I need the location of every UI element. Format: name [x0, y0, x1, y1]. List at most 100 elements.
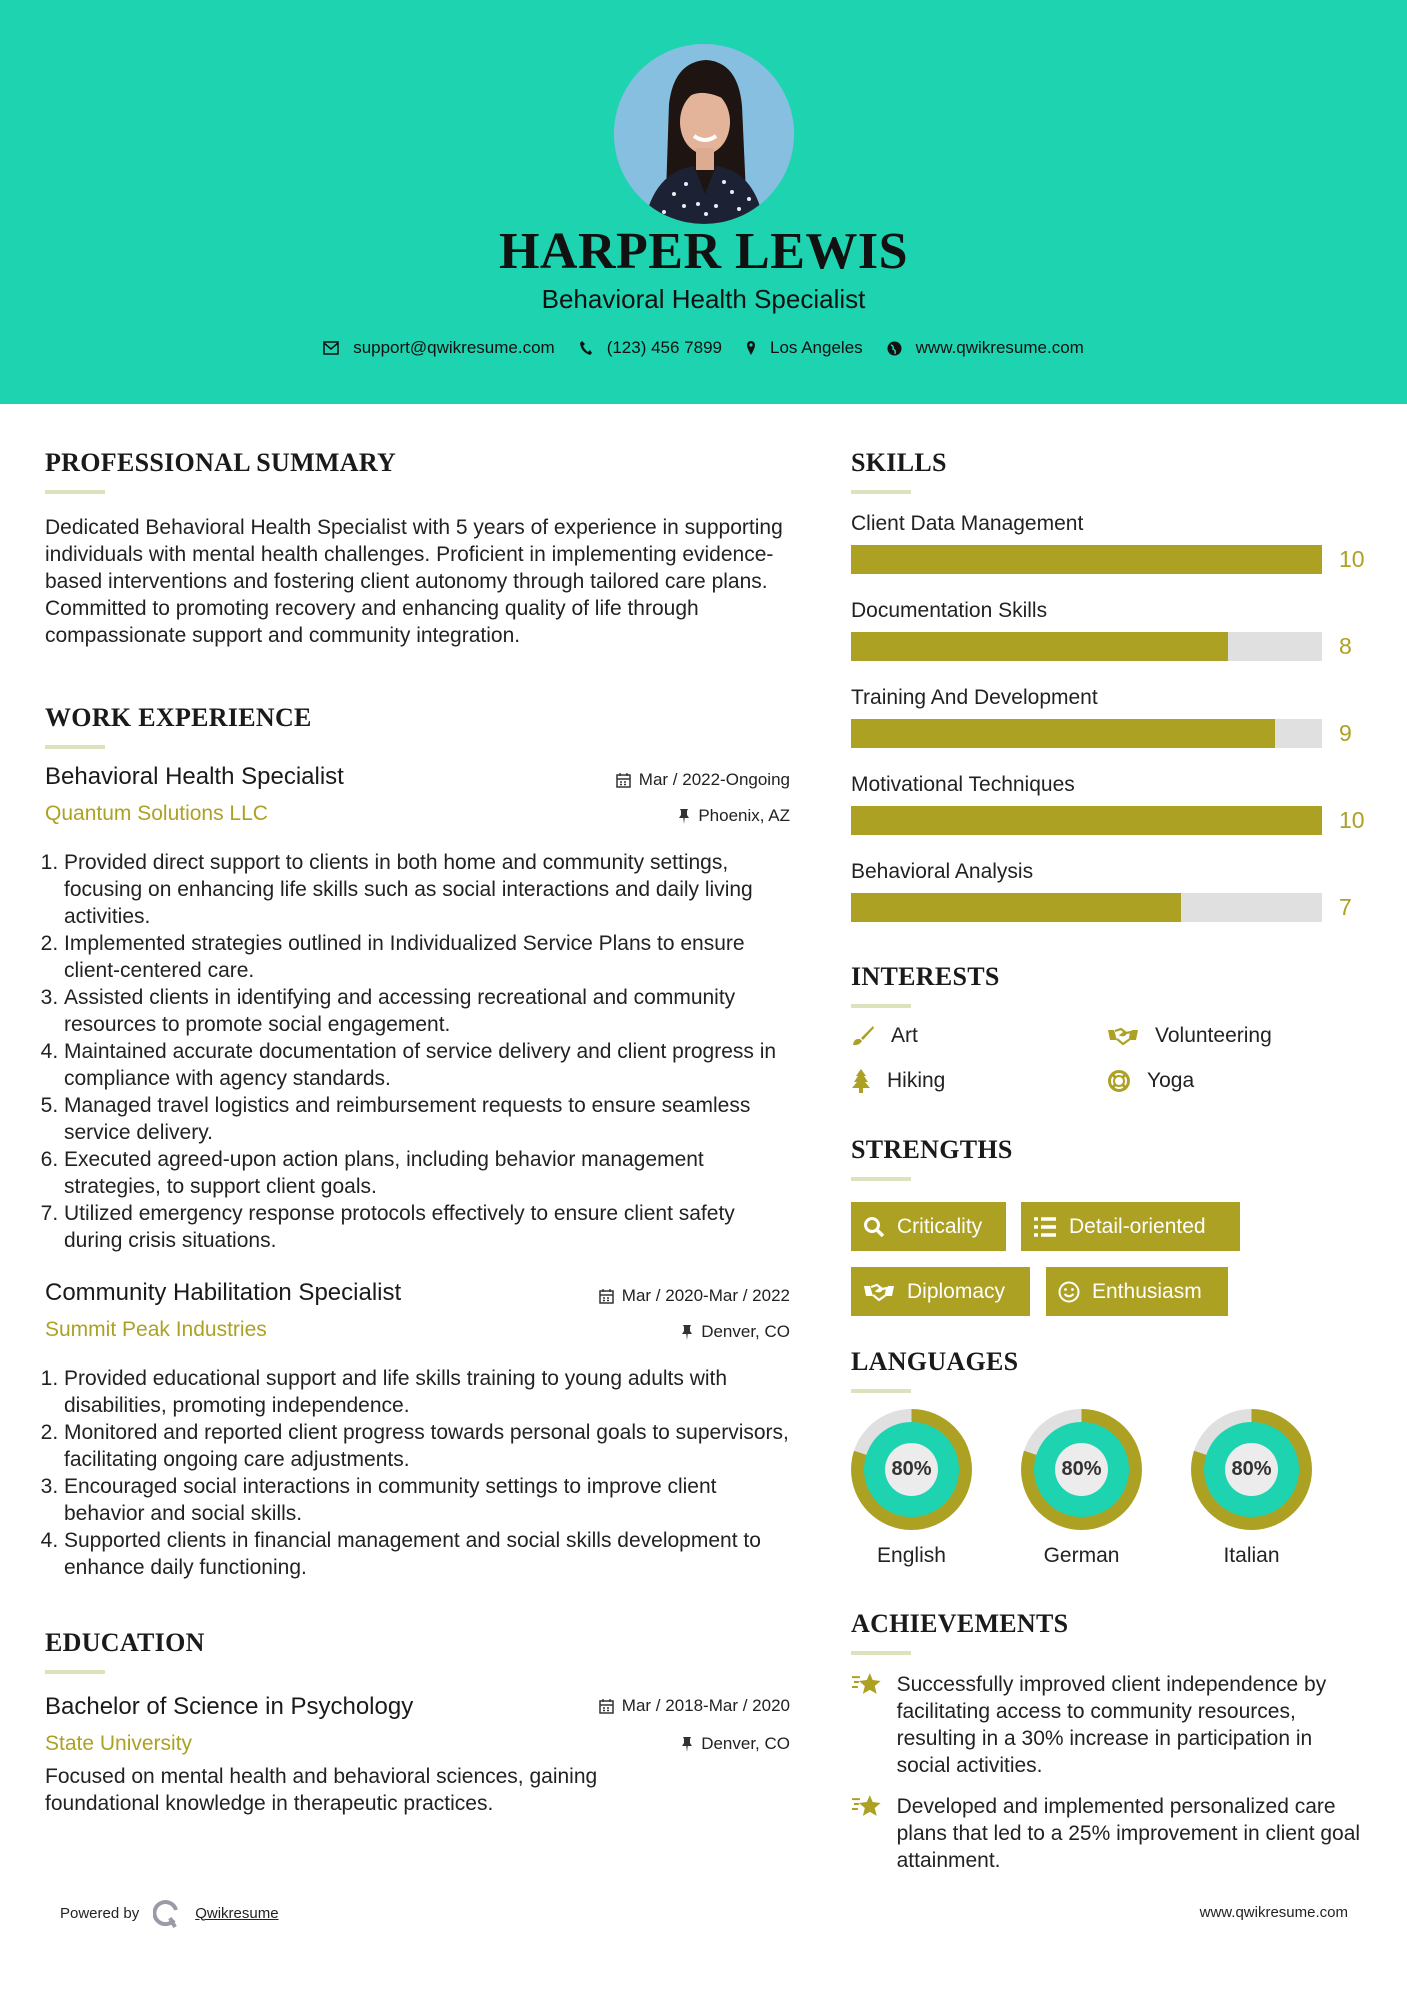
languages-section: LANGUAGES 80% English 80% German 80% Itali…: [851, 1347, 1371, 1587]
language-percent: 80%: [1055, 1443, 1108, 1496]
duty-item: Provided direct support to clients in bo…: [64, 849, 790, 930]
achievement-text: Developed and implemented personalized c…: [896, 1795, 1361, 1872]
contact-phone[interactable]: (123) 456 7899: [579, 338, 722, 358]
star-award-icon: [851, 1795, 881, 1816]
phone-icon: [579, 341, 592, 355]
company-name: Summit Peak Industries: [45, 1318, 267, 1341]
duty-item: Maintained accurate documentation of ser…: [64, 1038, 790, 1092]
interest-label: Hiking: [887, 1069, 946, 1092]
degree-title: Bachelor of Science in Psychology: [45, 1693, 414, 1720]
footer-powered-by: Powered by Qwikresume: [60, 1898, 279, 1928]
job-title: Behavioral Health Specialist: [45, 763, 344, 790]
handshake-icon: [864, 1283, 894, 1301]
location-text: Los Angeles: [770, 338, 863, 357]
job-entry: Community Habilitation Specialist Mar / …: [45, 1278, 790, 1581]
interest-item: Hiking: [851, 1069, 945, 1093]
skill-bar-fill: [851, 893, 1181, 922]
section-heading: SKILLS: [851, 448, 947, 477]
resume-header: HARPER LEWIS Behavioral Health Specialis…: [0, 0, 1407, 404]
heading-underline: [851, 1004, 911, 1008]
location-text: Denver, CO: [701, 1322, 790, 1341]
location-text: Phoenix, AZ: [698, 806, 790, 825]
calendar-icon: [599, 1698, 614, 1714]
job-duties: Provided educational support and life sk…: [45, 1365, 790, 1581]
phone-text: (123) 456 7899: [606, 338, 723, 357]
language-name: Italian: [1223, 1544, 1280, 1567]
job-location: Phoenix, AZ: [678, 806, 790, 826]
skill-label: Client Data Management: [851, 512, 1084, 535]
paintbrush-icon: [853, 1026, 874, 1046]
strengths-section: STRENGTHS Criticality Detail-oriented Di…: [851, 1135, 1371, 1325]
summary-section: PROFESSIONAL SUMMARY Dedicated Behaviora…: [45, 448, 795, 649]
map-pin-icon: [747, 341, 756, 355]
duty-item: Monitored and reported client progress t…: [64, 1419, 790, 1473]
heading-underline: [851, 1651, 911, 1655]
section-heading: WORK EXPERIENCE: [45, 703, 312, 732]
strength-chip: Diplomacy: [851, 1267, 1030, 1316]
language-name: German: [1043, 1544, 1120, 1567]
section-heading: STRENGTHS: [851, 1135, 1013, 1164]
list-icon: [1034, 1216, 1056, 1237]
interest-label: Volunteering: [1155, 1024, 1272, 1047]
summary-text: Dedicated Behavioral Health Specialist w…: [45, 516, 783, 647]
section-heading: LANGUAGES: [851, 1347, 1019, 1376]
language-percent: 80%: [1225, 1443, 1278, 1496]
company-name: Quantum Solutions LLC: [45, 802, 268, 825]
skill-bar-fill: [851, 806, 1322, 835]
interest-item: Volunteering: [1107, 1024, 1272, 1048]
job-entry: Behavioral Health Specialist Mar / 2022-…: [45, 762, 790, 1254]
duty-item: Utilized emergency response protocols ef…: [64, 1200, 790, 1254]
skill-bar: [851, 545, 1322, 574]
education-location: Denver, CO: [681, 1734, 790, 1754]
education-section: EDUCATION Bachelor of Science in Psychol…: [45, 1628, 790, 1817]
contact-location: Los Angeles: [746, 338, 863, 358]
skill-level: 10: [1339, 807, 1365, 833]
strength-chip: Detail-oriented: [1021, 1202, 1240, 1251]
education-description: Focused on mental health and behavioral …: [45, 1765, 598, 1815]
calendar-icon: [599, 1288, 614, 1304]
heading-underline: [851, 1177, 911, 1181]
skill-bar: [851, 806, 1322, 835]
language-donut: 80%: [1021, 1409, 1142, 1530]
profile-photo: [614, 44, 794, 224]
language-percent: 80%: [885, 1443, 938, 1496]
powered-by-text: Powered by: [60, 1904, 140, 1922]
language-donut: 80%: [1191, 1409, 1312, 1530]
experience-section: WORK EXPERIENCE: [45, 703, 790, 749]
candidate-name: HARPER LEWIS: [498, 223, 909, 280]
footer-website-link[interactable]: www.qwikresume.com: [1199, 1904, 1348, 1921]
achievements-section: ACHIEVEMENTS Successfully improved clien…: [851, 1609, 1371, 1879]
skill-bar-fill: [851, 545, 1322, 574]
skill-bar-fill: [851, 719, 1275, 748]
duty-item: Managed travel logistics and reimburseme…: [64, 1092, 790, 1146]
interests-section: INTERESTS Art Volunteering Hiking Yoga: [851, 962, 1371, 1112]
search-icon: [864, 1216, 885, 1237]
qwikresume-link[interactable]: Qwikresume: [195, 1904, 279, 1922]
job-dates: Mar / 2020-Mar / 2022: [599, 1286, 790, 1306]
duty-item: Encouraged social interactions in commun…: [64, 1473, 790, 1527]
skill-label: Behavioral Analysis: [851, 860, 1034, 883]
email-text: support@qwikresume.com: [353, 338, 555, 357]
calendar-icon: [616, 772, 631, 788]
globe-icon: [887, 341, 902, 355]
duty-item: Supported clients in financial managemen…: [64, 1527, 790, 1581]
strength-label: Diplomacy: [907, 1279, 1006, 1303]
contact-email[interactable]: support@qwikresume.com: [323, 338, 555, 358]
interest-item: Yoga: [1107, 1069, 1194, 1093]
pushpin-icon: [682, 1737, 693, 1752]
interest-label: Yoga: [1147, 1069, 1195, 1092]
job-dates: Mar / 2022-Ongoing: [616, 770, 790, 790]
skill-label: Motivational Techniques: [851, 773, 1075, 796]
school-name: State University: [45, 1732, 193, 1755]
duty-item: Implemented strategies outlined in Indiv…: [64, 930, 790, 984]
dates-text: Mar / 2018-Mar / 2020: [621, 1696, 790, 1715]
duty-item: Executed agreed-upon action plans, inclu…: [64, 1146, 790, 1200]
smile-icon: [1058, 1281, 1080, 1302]
envelope-icon: [323, 341, 339, 355]
skill-label: Training And Development: [851, 686, 1098, 709]
strength-label: Detail-oriented: [1069, 1214, 1206, 1238]
achievement-item: Developed and implemented personalized c…: [851, 1793, 1371, 1874]
website-text: www.qwikresume.com: [915, 338, 1084, 357]
contact-website[interactable]: www.qwikresume.com: [887, 338, 1084, 358]
heading-underline: [45, 1670, 105, 1674]
